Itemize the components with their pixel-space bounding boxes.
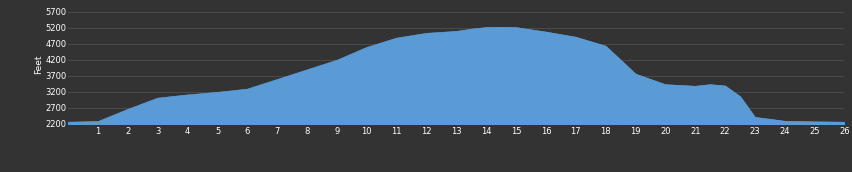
Y-axis label: Feet: Feet — [34, 55, 43, 74]
